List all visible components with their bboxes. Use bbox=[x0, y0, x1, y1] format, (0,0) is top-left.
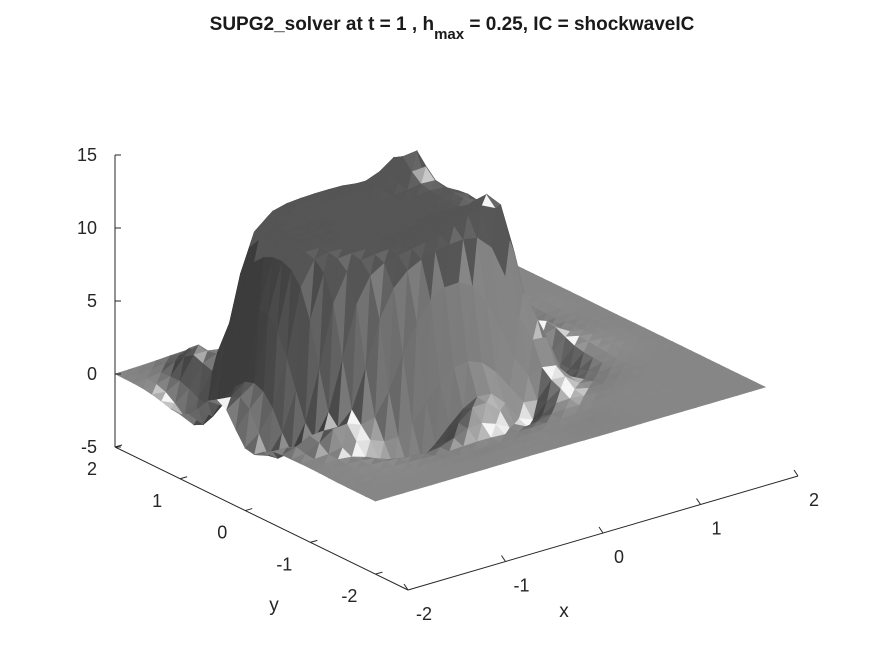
x-tick-label: -1 bbox=[513, 576, 529, 596]
surface-facet bbox=[750, 382, 767, 392]
x-tick-label: 0 bbox=[614, 547, 624, 567]
z-tick-label: -5 bbox=[81, 437, 97, 457]
y-tick-label: 2 bbox=[87, 459, 97, 479]
y-tick-mark bbox=[179, 476, 188, 480]
z-axis: -5 0 5 10 15 bbox=[77, 145, 121, 457]
y-tick-mark bbox=[375, 571, 383, 575]
x-tick-mark bbox=[696, 498, 701, 505]
y-axis: -2 -1 0 1 2 y bbox=[87, 444, 409, 616]
y-tick-mark bbox=[245, 508, 253, 512]
x-tick-label: 1 bbox=[711, 519, 721, 539]
z-tick-label: 10 bbox=[77, 218, 97, 238]
y-tick-label: 0 bbox=[217, 523, 227, 543]
chart-title: SUPG2_solver at t = 1 , hmax = 0.25, IC … bbox=[210, 14, 695, 43]
z-tick-label: 5 bbox=[87, 291, 97, 311]
y-axis-label: y bbox=[269, 595, 279, 616]
x-tick-mark bbox=[793, 469, 799, 477]
y-axis-line bbox=[114, 446, 409, 591]
y-tick-mark bbox=[310, 539, 318, 543]
surface-mesh bbox=[114, 149, 767, 502]
y-tick-label: 1 bbox=[152, 491, 162, 511]
x-tick-mark bbox=[403, 583, 409, 591]
x-tick-label: -2 bbox=[416, 604, 432, 624]
title-main: SUPG2_solver at t = 1 , h bbox=[210, 14, 434, 35]
title-tail: = 0.25, IC = shockwaveIC bbox=[464, 14, 695, 35]
x-tick-label: 2 bbox=[809, 490, 819, 510]
z-tick-label: 0 bbox=[87, 364, 97, 384]
title-subscript: max bbox=[434, 26, 465, 43]
y-tick-label: -1 bbox=[276, 554, 292, 574]
y-tick-label: -2 bbox=[341, 586, 357, 606]
x-tick-mark bbox=[501, 555, 506, 562]
y-tick-mark bbox=[114, 444, 123, 448]
x-tick-mark bbox=[598, 526, 604, 534]
x-axis-label: x bbox=[559, 601, 569, 622]
x-axis: -2 -1 0 1 2 x bbox=[403, 469, 819, 624]
z-tick-label: 15 bbox=[77, 145, 97, 165]
